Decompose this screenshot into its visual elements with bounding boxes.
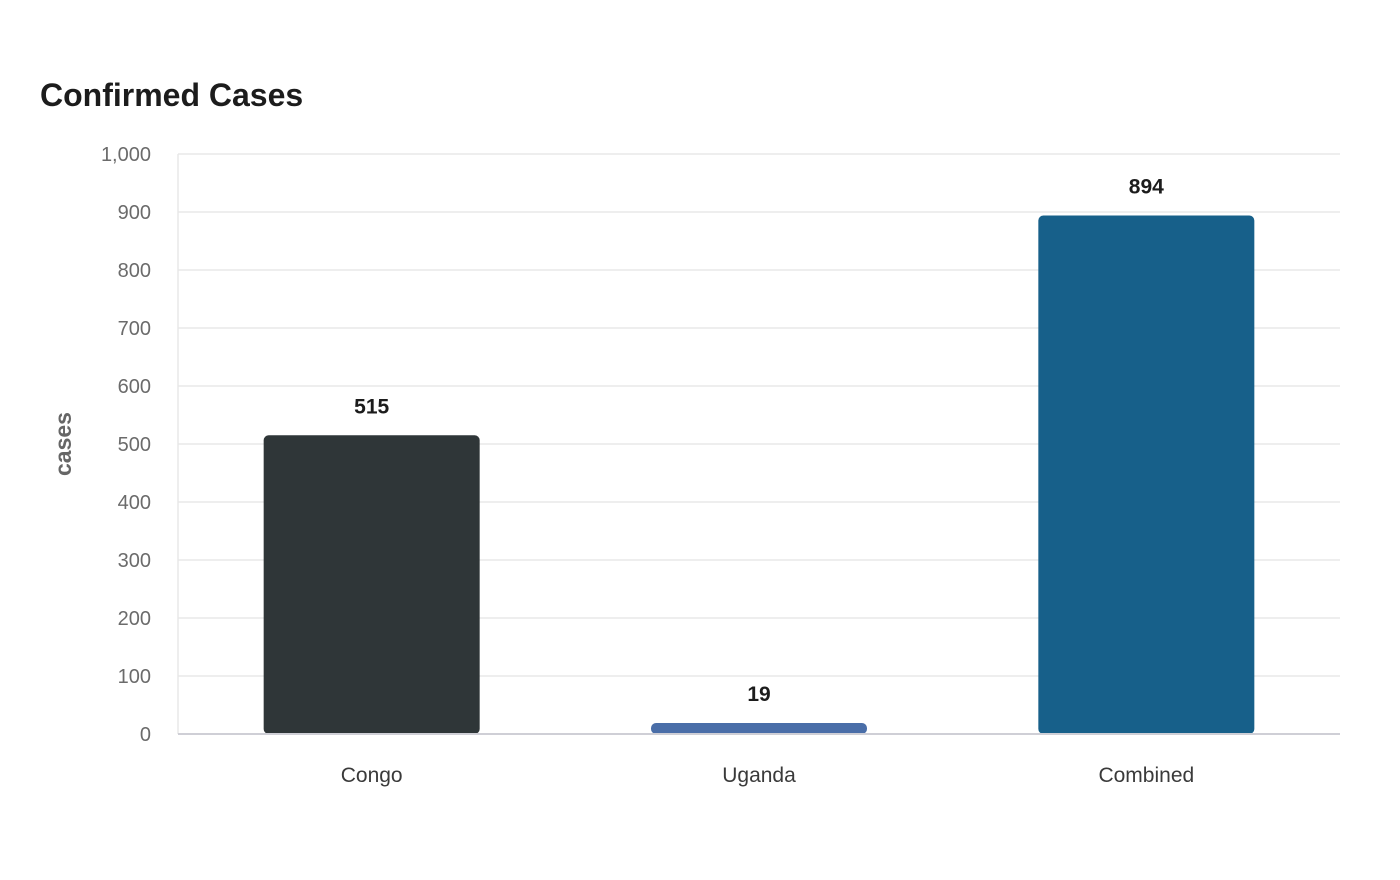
- y-tick-label: 400: [118, 492, 151, 514]
- y-tick-label: 500: [118, 434, 151, 456]
- y-tick-label: 600: [118, 376, 151, 398]
- bar-combined: [1038, 215, 1255, 735]
- x-category-label: Combined: [1098, 764, 1194, 787]
- bars: [263, 215, 1255, 735]
- data-label-uganda: 19: [747, 683, 770, 706]
- y-tick-label: 1,000: [101, 144, 151, 166]
- y-tick-label: 100: [118, 666, 151, 688]
- bar-congo: [263, 435, 480, 734]
- x-category-label: Congo: [341, 764, 403, 787]
- bar-uganda: [651, 722, 867, 734]
- data-labels: 515 19 894: [354, 175, 1164, 706]
- x-axis-categories: Congo Uganda Combined: [341, 764, 1194, 787]
- y-tick-label: 700: [118, 318, 151, 340]
- y-axis-ticks: 0 100 200 300 400 500 600 700 800 900 1,000: [101, 144, 151, 746]
- y-tick-label: 800: [118, 260, 151, 282]
- y-tick-label: 0: [140, 724, 151, 746]
- data-label-combined: 894: [1129, 175, 1164, 198]
- y-axis-title: cases: [50, 412, 76, 476]
- y-tick-label: 200: [118, 608, 151, 630]
- chart-title: Confirmed Cases: [40, 77, 304, 113]
- x-category-label: Uganda: [722, 764, 796, 787]
- y-tick-label: 300: [118, 550, 151, 572]
- data-label-congo: 515: [354, 395, 389, 418]
- y-tick-label: 900: [118, 202, 151, 224]
